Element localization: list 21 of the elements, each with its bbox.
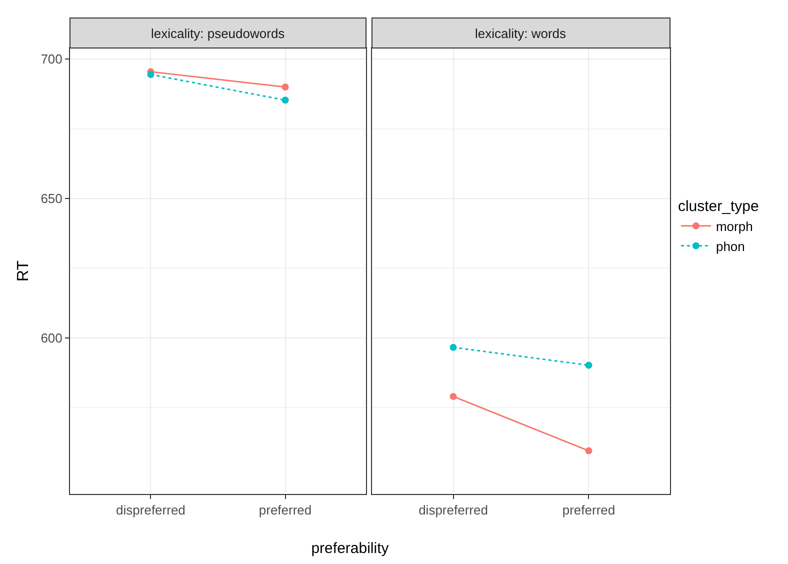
x-axis-title: preferability [310, 540, 390, 557]
legend-label: morph [716, 218, 753, 234]
point [282, 96, 289, 104]
legend-label: phon [716, 238, 745, 254]
x-tick-label: preferred [562, 502, 616, 518]
point [585, 447, 592, 454]
y-axis-title: RT [15, 260, 32, 282]
point [450, 392, 457, 400]
y-tick-label: 650 [40, 191, 62, 206]
legend-title: cluster_type [678, 198, 759, 215]
y-tick-label: 600 [40, 330, 62, 346]
x-tick-label: dispreferred [116, 502, 186, 518]
point [282, 84, 289, 91]
x-tick-label: dispreferred [418, 502, 488, 518]
point [585, 362, 592, 369]
y-tick-label: 700 [40, 52, 62, 67]
point [147, 70, 154, 78]
chart-title: lexicality: words [475, 26, 567, 41]
point [450, 344, 457, 351]
x-tick-label: preferred [258, 502, 312, 518]
chart-title: lexicality: pseudowords [151, 26, 286, 41]
